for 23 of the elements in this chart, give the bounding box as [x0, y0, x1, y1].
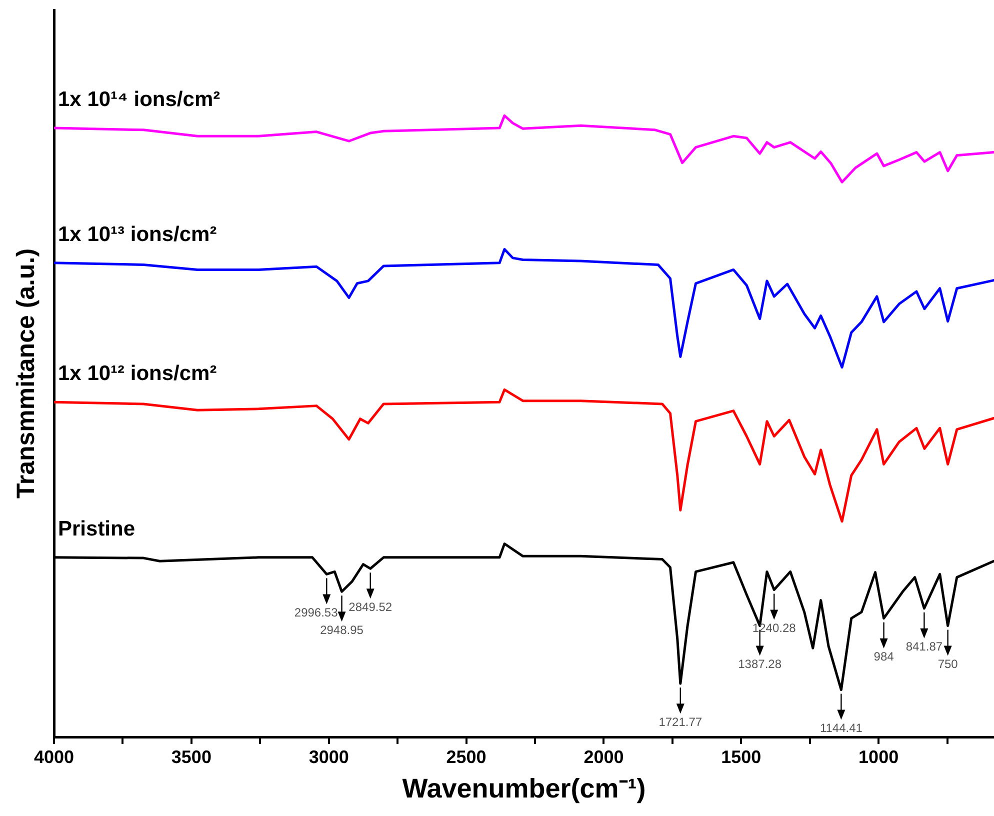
annotation: 1721.77 — [658, 714, 702, 729]
x-tick-label: 2000 — [584, 746, 624, 767]
series-label: Pristine — [58, 517, 136, 540]
annotation: 984 — [874, 650, 894, 664]
annotation: 1387.28 — [738, 657, 782, 672]
x-tick-label: 1000 — [858, 746, 899, 767]
series-label: 1x 10¹³ ions/cm² — [58, 222, 217, 246]
annotation: 2996.53 — [294, 606, 338, 620]
series-label: 1x 10¹² ions/cm² — [58, 362, 217, 386]
annotation: 750 — [938, 657, 958, 672]
x-tick-label: 2500 — [446, 746, 486, 767]
series-label: 1x 10¹⁴ ions/cm² — [58, 88, 220, 112]
annotation: 841.87 — [906, 640, 943, 654]
annotation: 2948.95 — [320, 622, 364, 637]
x-tick-label: 1500 — [721, 746, 762, 767]
x-tick-label: 3500 — [171, 746, 212, 767]
x-axis-title: Wavenumber(cm⁻¹) — [402, 773, 646, 804]
x-tick-label: 3000 — [308, 746, 349, 767]
y-axis-title: Transmmitance (a.u.) — [12, 248, 40, 499]
annotation: 1240.28 — [752, 621, 796, 636]
x-tick-label: 4000 — [34, 746, 74, 767]
annotation: 2849.52 — [348, 600, 392, 614]
annotation: 1144.41 — [820, 721, 863, 736]
